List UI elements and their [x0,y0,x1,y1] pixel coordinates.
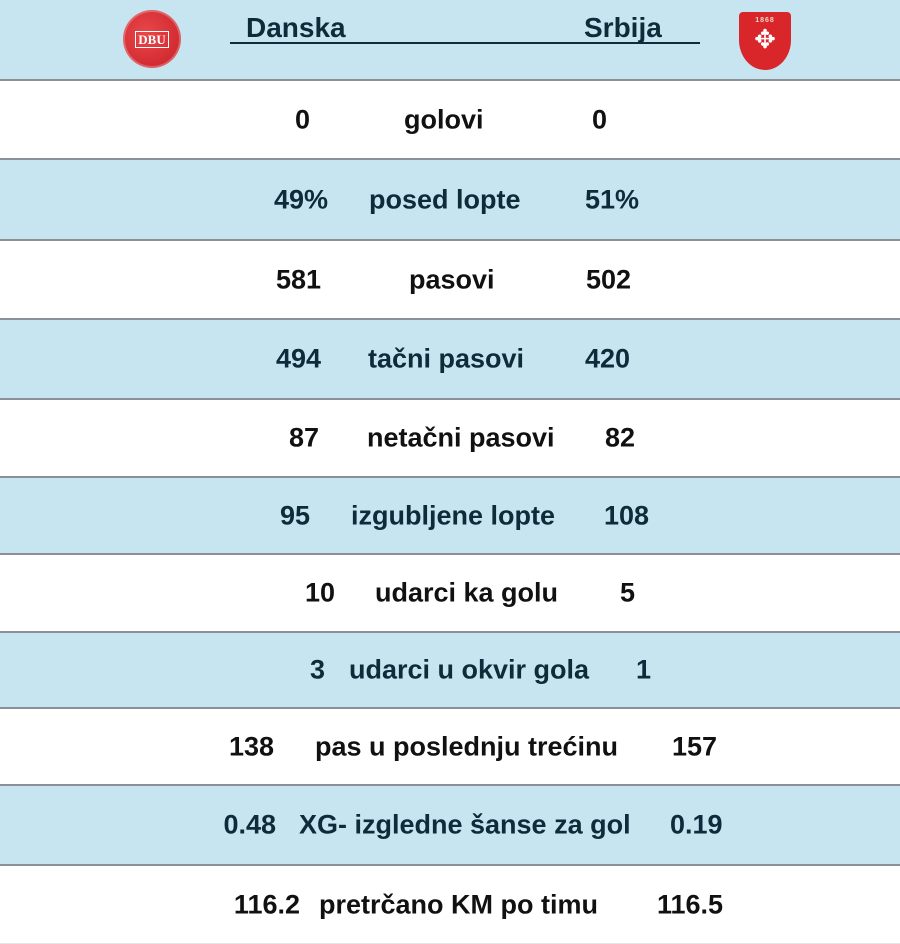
stat-row-shots-on-target: 3 udarci u okvir gola 1 [0,633,900,709]
stat-row-lost-balls: 95 izgubljene lopte 108 [0,478,900,555]
stat-row-accurate-passes: 494 tačni pasovi 420 [0,320,900,400]
home-team-name: Danska [246,12,346,43]
home-value: 116.2 [233,889,300,919]
stat-label: tačni pasovi [368,343,525,374]
dbu-crest-text: DBU [135,30,169,48]
stat-label: pretrčano KM po timu [319,889,599,919]
home-value: 3 [309,654,325,685]
away-value: 116.5 [657,889,724,919]
home-value: 0.48 [223,809,276,840]
home-value: 87 [288,422,319,453]
home-value: 138 [228,731,274,761]
home-value: 95 [279,500,310,530]
stat-label: izgubljene lopte [351,500,556,530]
home-value: 49% [273,184,328,214]
stat-label: XG- izgledne šanse za gol [299,809,631,840]
away-value: 82 [605,422,636,453]
header-underline [230,42,700,44]
stat-row-passes: 581 pasovi 502 [0,241,900,320]
stat-row-possession: 49% posed lopte 51% [0,160,900,241]
away-value: 420 [585,343,631,374]
header-row: DBU Danska Srbija 1868 ✥ [0,0,900,81]
stat-label: golovi [404,104,484,134]
away-value: 0.19 [670,809,723,840]
away-value: 5 [620,577,636,608]
stat-label: udarci u okvir gola [349,654,590,685]
home-value: 0 [294,104,310,134]
stat-row-goals: 0 golovi 0 [0,81,900,160]
stat-row-shots: 10 udarci ka golu 5 [0,555,900,633]
away-value: 51% [585,184,640,214]
home-value: 581 [275,264,321,294]
stat-label: posed lopte [369,184,521,214]
eagle-icon: ✥ [754,24,776,54]
stat-row-inaccurate-passes: 87 netačni pasovi 82 [0,400,900,478]
away-value: 157 [672,731,718,761]
dbu-crest-icon: DBU [123,10,181,68]
stat-label: netačni pasovi [367,422,555,453]
away-value: 502 [586,264,632,294]
stat-row-xg: 0.48 XG- izgledne šanse za gol 0.19 [0,786,900,866]
home-value: 10 [304,577,335,608]
home-value: 494 [275,343,321,374]
fss-eagle-crest-icon: 1868 ✥ [739,12,791,70]
away-value: 1 [636,654,652,685]
stat-label: udarci ka golu [375,577,559,608]
fss-crest-year: 1868 [755,17,775,24]
away-value: 108 [604,500,650,530]
stat-row-final-third-passes: 138 pas u poslednju trećinu 157 [0,709,900,786]
stat-label: pas u poslednju trećinu [315,731,619,761]
away-team-name: Srbija [584,12,662,43]
stat-label: pasovi [409,264,495,294]
away-value: 0 [592,104,608,134]
stat-row-distance-covered: 116.2 pretrčano KM po timu 116.5 [0,866,900,944]
